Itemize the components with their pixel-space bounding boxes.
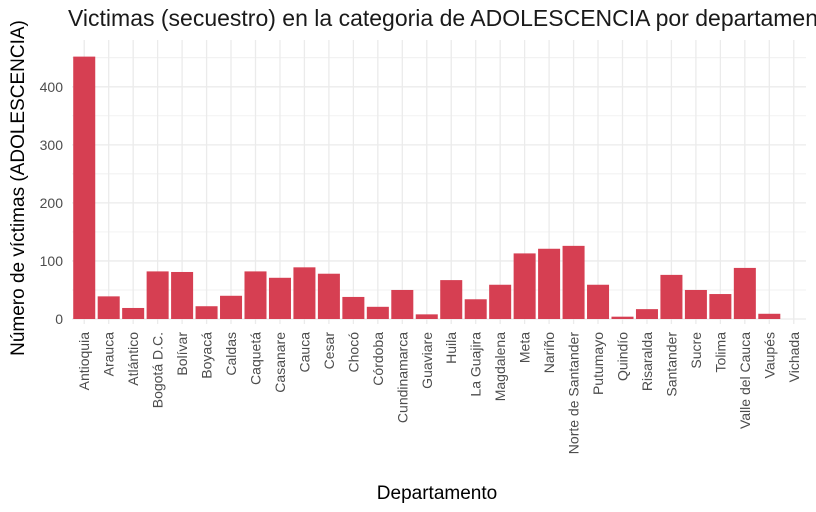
y-tick-label: 300 [40, 137, 64, 153]
x-tick-label: Valle del Cauca [737, 332, 753, 429]
x-tick-label: Sucre [688, 332, 704, 369]
bar [97, 296, 120, 319]
bar [122, 307, 145, 319]
bar [195, 306, 218, 319]
x-tick-label: Risaralda [639, 332, 655, 391]
bar [391, 289, 414, 319]
bar [220, 295, 243, 319]
bar [587, 284, 610, 319]
bar [684, 289, 707, 319]
bar [146, 271, 169, 319]
x-axis-ticks: Antioquia Arauca Atlántico Bogotá D.C. Bolív… [76, 332, 802, 455]
x-tick-label: Boyacá [199, 332, 215, 379]
bar [293, 267, 316, 319]
x-tick-label: Vichada [786, 332, 802, 383]
bar [268, 277, 291, 319]
bar [440, 280, 463, 319]
x-tick-label: Caquetá [248, 332, 264, 385]
x-tick-label: Norte de Santander [566, 332, 582, 455]
x-tick-label: Caldas [223, 332, 239, 376]
y-tick-label: 200 [40, 195, 64, 211]
bar [489, 284, 512, 319]
x-tick-label: Córdoba [370, 332, 386, 386]
x-tick-label: Nariño [541, 332, 557, 373]
bar [513, 253, 536, 319]
bar [611, 316, 634, 319]
bar [366, 306, 389, 319]
bar [464, 299, 487, 319]
bar [562, 245, 585, 319]
y-tick-label: 400 [40, 79, 64, 95]
bar [758, 313, 781, 319]
x-tick-label: Magdalena [492, 332, 508, 401]
bars [73, 56, 781, 319]
x-tick-label: Cauca [296, 332, 312, 373]
bar [415, 314, 438, 319]
bar [538, 248, 561, 319]
x-tick-label: Santander [663, 332, 679, 397]
bar [733, 267, 756, 319]
x-tick-label: Guaviare [419, 332, 435, 389]
bar [171, 271, 194, 319]
x-tick-label: Cundinamarca [394, 332, 410, 423]
bar [317, 273, 340, 319]
bar [73, 56, 96, 319]
y-tick-label: 100 [40, 253, 64, 269]
x-tick-label: Casanare [272, 332, 288, 393]
x-tick-label: Tolima [712, 332, 728, 373]
x-tick-label: Meta [517, 332, 533, 363]
x-tick-label: Arauca [101, 332, 117, 377]
chart-title: Victimas (secuestro) en la categoria de … [68, 5, 816, 31]
bar [709, 294, 732, 319]
bar [244, 271, 267, 319]
x-tick-label: Putumayo [590, 332, 606, 395]
x-tick-label: Vaupés [761, 332, 777, 378]
x-tick-label: Chocó [345, 332, 361, 373]
x-axis-title: Departamento [377, 483, 497, 504]
x-tick-label: Bolívar [174, 332, 190, 376]
bar [342, 296, 365, 319]
y-tick-label: 0 [55, 311, 63, 327]
x-tick-label: La Guajira [468, 332, 484, 397]
bar [635, 309, 658, 319]
x-tick-label: Antioquia [76, 332, 92, 391]
x-tick-label: Atlántico [125, 332, 141, 386]
x-tick-label: Quindío [615, 332, 631, 381]
y-axis-ticks: 0 100 200 300 400 [40, 79, 64, 327]
x-tick-label: Bogotá D.C. [150, 332, 166, 408]
x-tick-label: Cesar [321, 332, 337, 370]
x-tick-label: Huila [443, 332, 459, 364]
bar [660, 274, 683, 319]
y-axis-title: Número de víctimas (ADOLESCENCIA) [8, 20, 29, 356]
